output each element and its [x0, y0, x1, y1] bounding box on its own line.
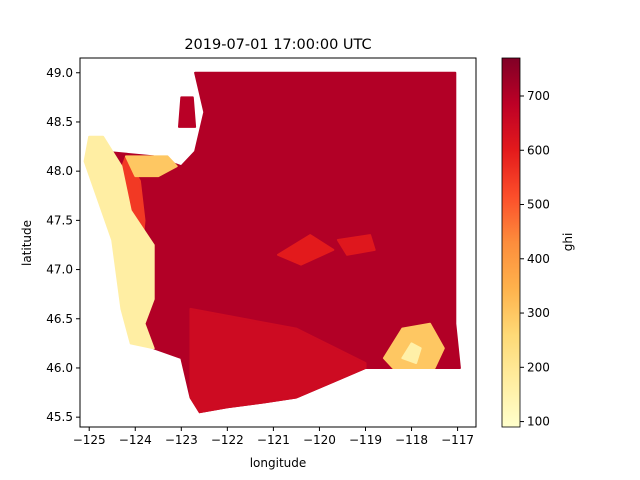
- colorbar-tick-label: 700: [527, 89, 550, 103]
- plot-frame: [79, 57, 477, 428]
- region-east-patch: [336, 234, 376, 256]
- x-tick-label: −123: [165, 433, 198, 447]
- x-axis-label: longitude: [250, 456, 307, 470]
- y-tick-label: 49.0: [46, 66, 73, 80]
- x-tick-label: −118: [395, 433, 428, 447]
- y-tick-label: 45.5: [46, 410, 73, 424]
- colorbar-tick-label: 400: [527, 252, 550, 266]
- x-tick-label: −121: [257, 433, 290, 447]
- region-se-core: [401, 342, 422, 364]
- y-tick-label: 48.0: [46, 164, 73, 178]
- x-axis: −125 −124 −123 −122 −121 −120 −119 −118 −117: [73, 427, 474, 447]
- x-tick-label: −124: [119, 433, 152, 447]
- chart-title: 2019-07-01 17:00:00 UTC: [184, 37, 371, 53]
- x-tick-label: −119: [349, 433, 382, 447]
- x-tick-label: −117: [441, 433, 474, 447]
- colorbar-tick-label: 100: [527, 415, 550, 429]
- x-tick-label: −122: [211, 433, 244, 447]
- colorbar-tick-label: 600: [527, 143, 550, 157]
- x-tick-label: −125: [73, 433, 106, 447]
- colorbar-tick-label: 200: [527, 360, 550, 374]
- region-coast-clouds: [83, 135, 155, 350]
- x-tick-label: −120: [303, 433, 336, 447]
- y-axis: 45.5 46.0 46.5 47.0 47.5 48.0 48.5 49.0: [46, 66, 80, 424]
- region-strait-clouds: [125, 155, 178, 178]
- y-tick-label: 46.5: [46, 312, 73, 326]
- region-southwest-lowlands: [189, 307, 367, 414]
- colorbar: [501, 57, 521, 428]
- y-tick-label: 46.0: [46, 361, 73, 375]
- colorbar-tick-label: 300: [527, 306, 550, 320]
- region-central-patch: [277, 234, 335, 266]
- region-islands: [178, 96, 197, 128]
- y-tick-label: 48.5: [46, 115, 73, 129]
- colorbar-axis: 100 200 300 400 500 600 700: [520, 89, 550, 429]
- y-tick-label: 47.5: [46, 213, 73, 227]
- heatmap-regions: [83, 71, 461, 414]
- y-axis-label: latitude: [20, 220, 34, 266]
- colorbar-tick-label: 500: [527, 198, 550, 212]
- colorbar-label: ghi: [561, 233, 575, 252]
- y-tick-label: 47.0: [46, 263, 73, 277]
